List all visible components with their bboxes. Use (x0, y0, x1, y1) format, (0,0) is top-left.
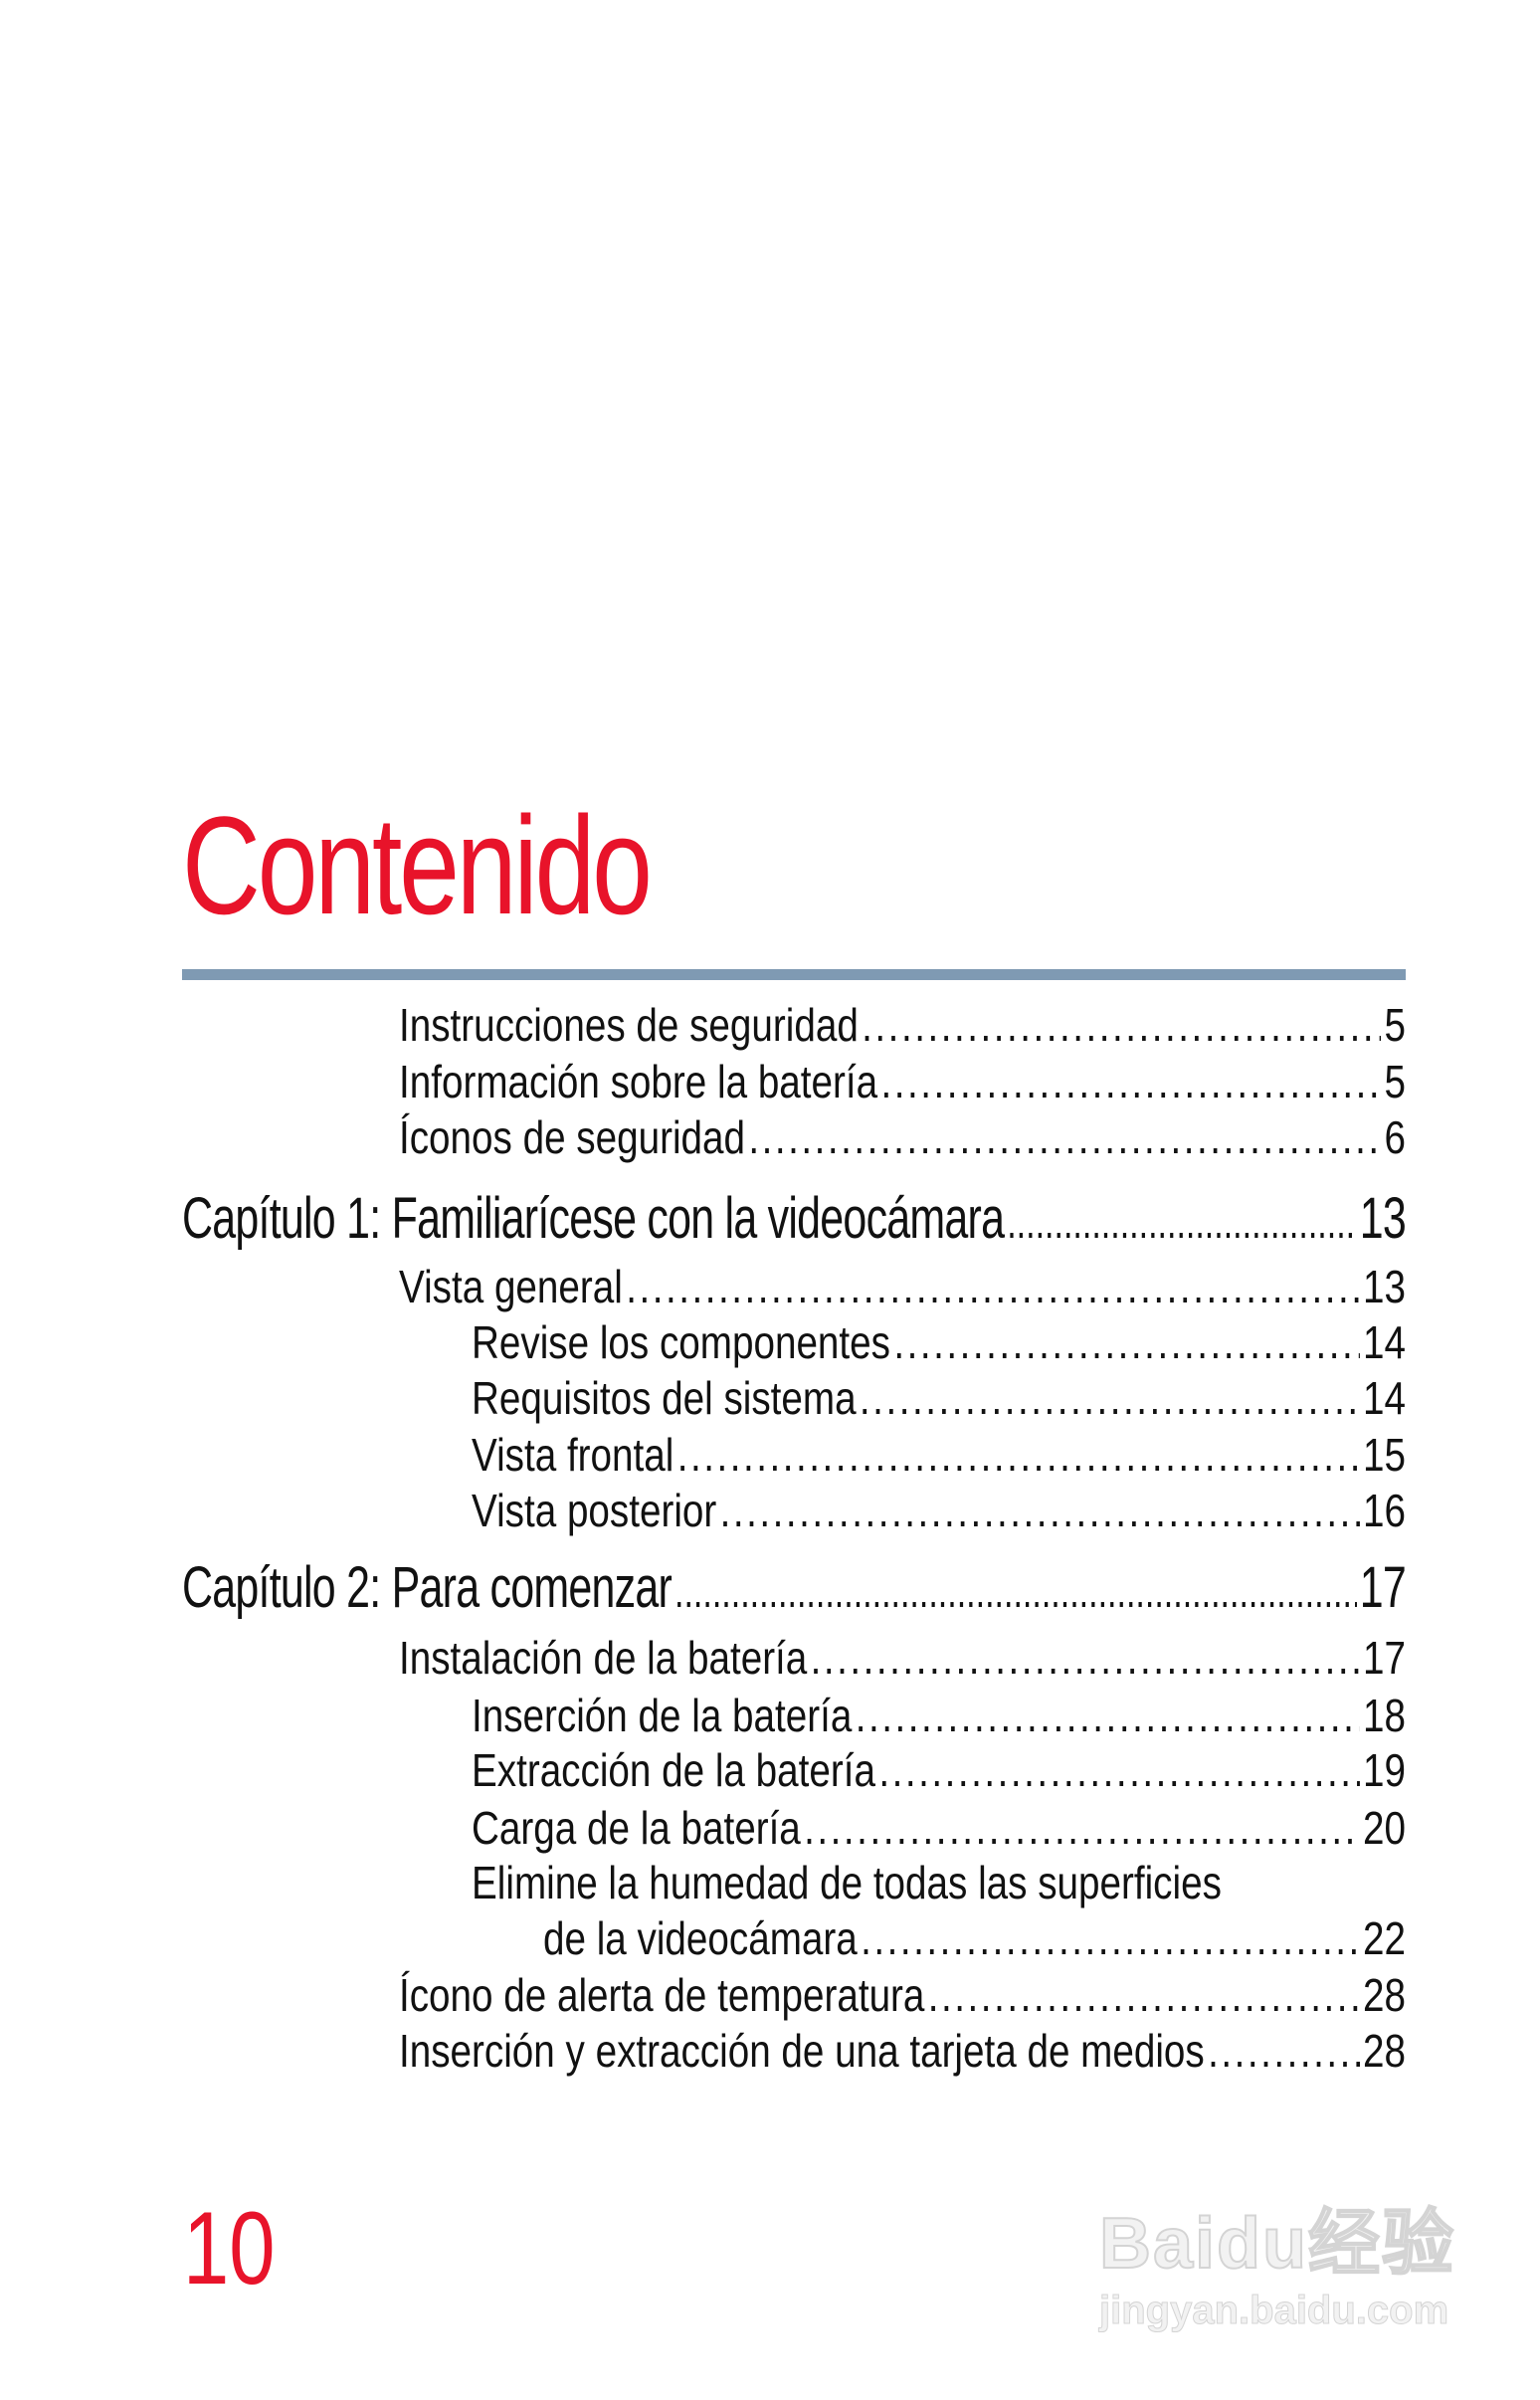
toc-entry[interactable]: Revise los componentes14 (472, 1319, 1406, 1365)
toc-entry-page: 5 (1384, 1055, 1406, 1107)
toc-entry-title: Extracción de la batería (472, 1743, 875, 1796)
watermark-line1: Baidu经验 (1098, 2203, 1456, 2285)
toc-entry-page: 14 (1363, 1315, 1406, 1368)
toc-entry-title: Vista posterior (472, 1484, 717, 1536)
toc-entry-page: 18 (1363, 1689, 1406, 1741)
toc-entry-title: Capítulo 2: Para comenzar (182, 1554, 673, 1620)
toc-entry-page: 14 (1363, 1371, 1406, 1424)
toc-entry[interactable]: Ícono de alerta de temperatura28 (399, 1972, 1406, 2018)
toc-entry[interactable]: Requisitos del sistema14 (472, 1375, 1406, 1421)
baidu-watermark-logo: Baidu经验 jingyan.baidu.com (1098, 2184, 1456, 2333)
toc-entry-page: 22 (1363, 1911, 1406, 1964)
title-divider (182, 969, 1406, 980)
toc-entry-title: Inserción de la batería (472, 1689, 853, 1741)
dot-leader (1208, 2028, 1360, 2074)
toc-entry[interactable]: Instalación de la batería17 (399, 1635, 1406, 1681)
dot-leader (720, 1488, 1360, 1533)
dot-leader (1007, 1199, 1357, 1245)
toc-entry[interactable]: Íconos de seguridad6 (399, 1114, 1406, 1160)
dot-leader (862, 1002, 1381, 1048)
toc-entry[interactable]: Instrucciones de seguridad5 (399, 1002, 1406, 1048)
dot-leader (856, 1693, 1360, 1738)
toc-entry[interactable]: Información sobre la batería5 (399, 1059, 1406, 1104)
dot-leader (860, 1375, 1360, 1421)
toc-entry-page: 20 (1363, 1801, 1406, 1854)
toc-entry-title: Carga de la batería (472, 1801, 801, 1854)
watermark-line2: jingyan.baidu.com (1098, 2289, 1449, 2333)
toc-entry-title: Capítulo 1: Familiarícese con la videocá… (182, 1185, 1005, 1251)
toc-entry[interactable]: Elimine la humedad de todas las superfic… (472, 1860, 1406, 1905)
page-title: Contenido (182, 787, 653, 943)
dot-leader (893, 1319, 1359, 1365)
dot-leader (804, 1805, 1359, 1851)
dot-leader (626, 1264, 1359, 1309)
toc-chapter[interactable]: Capítulo 1: Familiarícese con la videocá… (182, 1185, 1407, 1251)
dot-leader (811, 1635, 1360, 1681)
toc-entry-page: 19 (1363, 1743, 1406, 1796)
toc-entry-title: Requisitos del sistema (472, 1371, 857, 1424)
toc-entry-title: Elimine la humedad de todas las superfic… (472, 1856, 1222, 1908)
toc-entry-title: Información sobre la batería (399, 1055, 878, 1107)
toc-entry[interactable]: Inserción de la batería18 (472, 1693, 1406, 1738)
toc-entry-page: 13 (1363, 1260, 1406, 1312)
toc-entry-page: 13 (1359, 1185, 1407, 1251)
toc-entry[interactable]: Vista general13 (399, 1264, 1406, 1309)
toc-entry-page: 15 (1363, 1428, 1406, 1481)
toc-entry[interactable]: Carga de la batería20 (472, 1805, 1406, 1851)
toc-entry-title: Inserción y extracción de una tarjeta de… (399, 2024, 1205, 2077)
page-number: 10 (183, 2191, 276, 2306)
toc-entry-title: Vista general (399, 1260, 623, 1312)
toc-entry-page: 5 (1384, 998, 1406, 1051)
toc-entry-page: 16 (1363, 1484, 1406, 1536)
toc-entry-title: Instalación de la batería (399, 1631, 808, 1684)
toc-chapter[interactable]: Capítulo 2: Para comenzar 17 (182, 1554, 1407, 1620)
toc-entry[interactable]: Vista frontal15 (472, 1432, 1406, 1478)
toc-entry[interactable]: Extracción de la batería19 (472, 1747, 1406, 1793)
dot-leader (861, 1915, 1360, 1961)
toc-entry-title: de la videocámara (543, 1911, 858, 1964)
toc-entry-title: Ícono de alerta de temperatura (399, 1968, 925, 2021)
toc-entry[interactable]: Inserción y extracción de una tarjeta de… (399, 2028, 1406, 2074)
toc-entry-page: 6 (1384, 1110, 1406, 1163)
dot-leader (674, 1568, 1357, 1614)
toc-entry[interactable]: de la videocámara22 (543, 1915, 1406, 1961)
toc-entry-title: Íconos de seguridad (399, 1110, 746, 1163)
dot-leader (880, 1059, 1381, 1104)
toc-entry-title: Instrucciones de seguridad (399, 998, 859, 1051)
toc-entry-page: 28 (1363, 2024, 1406, 2077)
toc-entry-title: Revise los componentes (472, 1315, 890, 1368)
toc-entry-page: 17 (1359, 1554, 1407, 1620)
dot-leader (928, 1972, 1360, 2018)
dot-leader (677, 1432, 1360, 1478)
toc-entry[interactable]: Vista posterior16 (472, 1488, 1406, 1533)
toc-entry-page: 28 (1363, 1968, 1406, 2021)
toc-entry-title: Vista frontal (472, 1428, 674, 1481)
dot-leader (748, 1114, 1381, 1160)
dot-leader (878, 1747, 1359, 1793)
toc-entry-page: 17 (1363, 1631, 1406, 1684)
